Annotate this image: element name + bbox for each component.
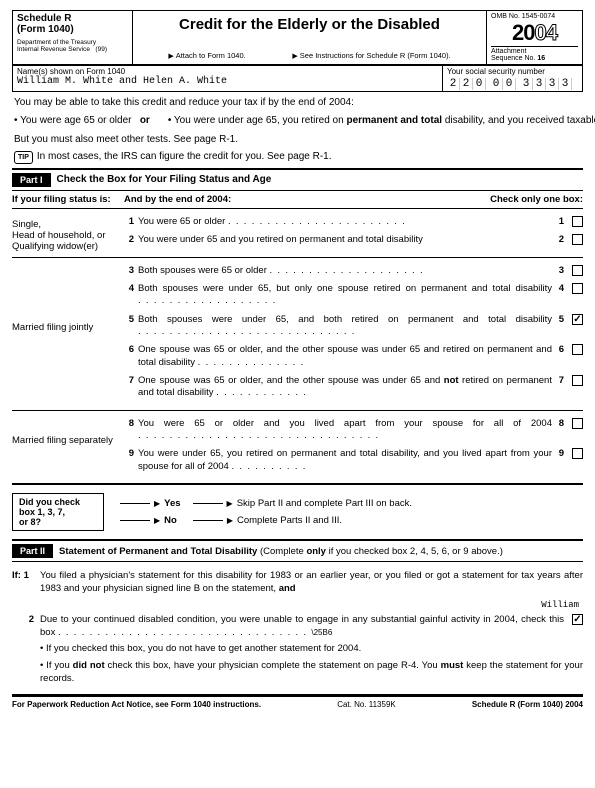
checkbox-9[interactable] — [572, 448, 583, 459]
name-value: William M. White and Helen A. White — [17, 76, 438, 87]
flow-block: Did you checkbox 1, 3, 7,or 8? Yes Skip … — [12, 485, 583, 541]
tax-year: 2004 — [491, 20, 578, 46]
line-5: 5Both spouses were under 65, and both re… — [124, 314, 583, 339]
col2-h: And by the end of 2004: — [124, 194, 490, 205]
dept-label: Department of the Treasury — [17, 39, 128, 46]
checkbox-3[interactable] — [572, 265, 583, 276]
p2-b2: • If you did not check this box, have yo… — [12, 660, 583, 686]
flow-no: No — [164, 515, 177, 526]
flow-no-txt: Complete Parts II and III. — [237, 515, 342, 526]
header-center: Credit for the Elderly or the Disabled A… — [133, 11, 486, 64]
line-3: 3Both spouses were 65 or older . . . . .… — [124, 265, 583, 277]
part1-cols: If your filing status is: And by the end… — [12, 191, 583, 209]
intro-l2: But you must also meet other tests. See … — [14, 133, 581, 147]
group-mfj: Married filing jointly 3Both spouses wer… — [12, 258, 583, 411]
line-4: 4Both spouses were under 65, but only on… — [124, 283, 583, 308]
ssn-cell: Your social security number 220 00 3333 — [442, 66, 582, 91]
form-title: Credit for the Elderly or the Disabled — [137, 16, 482, 33]
header-sub: Attach to Form 1040. See Instructions fo… — [137, 51, 482, 62]
part2-tag: Part II — [12, 544, 53, 558]
see-text: See Instructions for Schedule R (Form 10… — [292, 51, 450, 60]
line-1: 1You were 65 or older . . . . . . . . . … — [124, 216, 583, 228]
intro-b2: • You were under age 65, you retired on … — [168, 114, 595, 128]
ftr-l: For Paperwork Reduction Act Notice, see … — [12, 700, 261, 709]
omb-label: OMB No. 1545-0074 — [491, 13, 578, 20]
ssn-value: 220 00 3333 — [447, 78, 578, 90]
intro-bullets: • You were age 65 or older or • You were… — [14, 114, 581, 128]
irs-label: Internal Revenue Service (99) — [17, 46, 128, 53]
ftr-r: Schedule R (Form 1040) 2004 — [472, 700, 583, 709]
p2-if1: If: 1 You filed a physician's statement … — [12, 570, 583, 596]
schedule-label: Schedule R — [17, 13, 128, 24]
part2-body: If: 1 You filed a physician's statement … — [12, 562, 583, 696]
flow-yes: Yes — [164, 498, 180, 509]
line-7: 7One spouse was 65 or older, and the oth… — [124, 375, 583, 400]
checkbox-1[interactable] — [572, 216, 583, 227]
intro-l1: You may be able to take this credit and … — [14, 96, 581, 110]
header-left: Schedule R (Form 1040) Department of the… — [13, 11, 133, 64]
checkbox-8[interactable] — [572, 418, 583, 429]
seq-label: AttachmentSequence No. 16 — [491, 46, 578, 62]
part1-title: Check the Box for Your Filing Status and… — [57, 174, 272, 185]
intro-block: You may be able to take this credit and … — [12, 92, 583, 170]
intro-l3: In most cases, the IRS can figure the cr… — [37, 151, 332, 162]
g3-label: Married filing separately — [12, 415, 124, 479]
form-header: Schedule R (Form 1040) Department of the… — [12, 10, 583, 66]
g1-label: Single,Head of household, or Qualifying … — [12, 213, 124, 253]
line-2: 2You were under 65 and you retired on pe… — [124, 234, 583, 246]
tip-icon: TIP — [14, 151, 33, 164]
page: Schedule R (Form 1040) Department of the… — [0, 0, 595, 719]
part1-tag: Part I — [12, 173, 51, 187]
footer: For Paperwork Reduction Act Notice, see … — [12, 696, 583, 709]
name-ssn-row: Name(s) shown on Form 1040 William M. Wh… — [12, 66, 583, 92]
checkbox-p2[interactable]: ✓ — [572, 614, 583, 625]
name-cell: Name(s) shown on Form 1040 William M. Wh… — [13, 66, 442, 91]
checkbox-2[interactable] — [572, 234, 583, 245]
ssn-label: Your social security number — [447, 67, 578, 76]
form-label: (Form 1040) — [17, 24, 128, 35]
checkbox-7[interactable] — [572, 375, 583, 386]
attach-text: Attach to Form 1040. — [168, 51, 245, 60]
header-right: OMB No. 1545-0074 2004 AttachmentSequenc… — [486, 11, 582, 64]
col1-h: If your filing status is: — [12, 194, 124, 205]
p2-l2: 2 Due to your continued disabled conditi… — [12, 614, 583, 640]
flow-question: Did you checkbox 1, 3, 7,or 8? — [12, 493, 104, 531]
line-9: 9You were under 65, you retired on perma… — [124, 448, 583, 473]
intro-tip-row: TIP In most cases, the IRS can figure the… — [14, 150, 581, 164]
part2-title: Statement of Permanent and Total Disabil… — [59, 546, 503, 557]
part1-header: Part I Check the Box for Your Filing Sta… — [12, 170, 583, 191]
col3-h: Check only one box: — [490, 194, 583, 205]
g2-label: Married filing jointly — [12, 262, 124, 406]
line-6: 6One spouse was 65 or older, and the oth… — [124, 344, 583, 369]
group-single: Single,Head of household, or Qualifying … — [12, 209, 583, 258]
p2-b1: • If you checked this box, you do not ha… — [12, 643, 583, 656]
line-8: 8You were 65 or older and you lived apar… — [124, 418, 583, 443]
intro-b1: • You were age 65 or older or — [14, 114, 150, 128]
name-label: Name(s) shown on Form 1040 — [17, 67, 438, 76]
checkbox-4[interactable] — [572, 283, 583, 294]
ftr-c: Cat. No. 11359K — [337, 700, 396, 709]
group-mfs: Married filing separately 8You were 65 o… — [12, 411, 583, 485]
part2-header: Part II Statement of Permanent and Total… — [12, 541, 583, 562]
checkbox-5[interactable]: ✓ — [572, 314, 583, 325]
flow-yes-txt: Skip Part II and complete Part III on ba… — [237, 498, 412, 509]
checkbox-6[interactable] — [572, 344, 583, 355]
p2-signature: William — [12, 600, 583, 610]
